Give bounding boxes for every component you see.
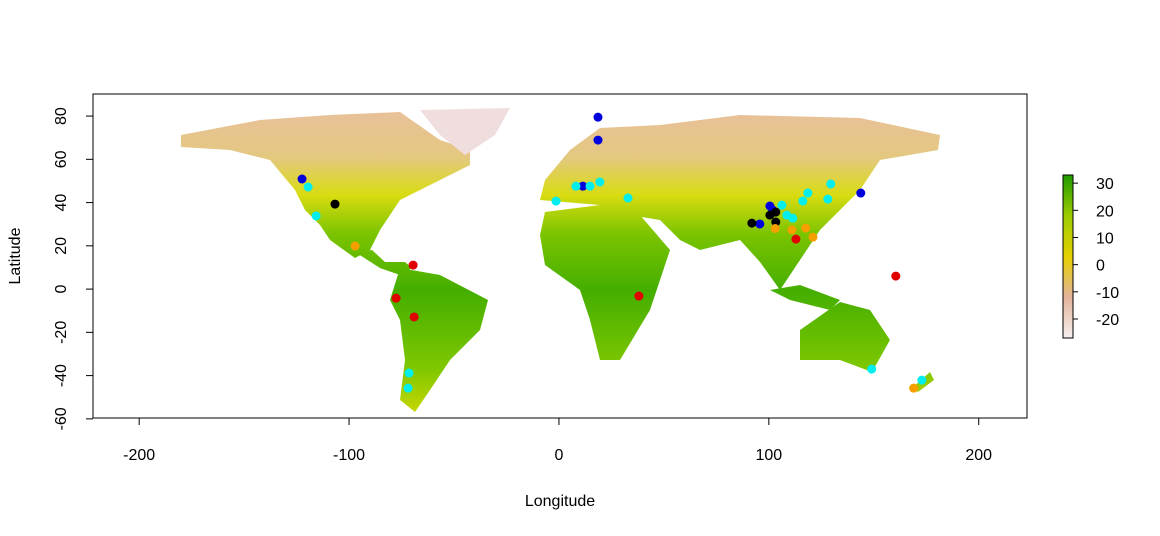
point bbox=[408, 260, 418, 270]
point bbox=[551, 196, 561, 206]
x-tick-label: 0 bbox=[554, 447, 563, 464]
point bbox=[791, 234, 801, 244]
x-tick-label: -100 bbox=[333, 447, 365, 464]
y-tick-label: -20 bbox=[53, 321, 70, 344]
point bbox=[826, 179, 836, 189]
point bbox=[891, 271, 901, 281]
x-tick-label: 200 bbox=[965, 447, 992, 464]
point bbox=[755, 219, 765, 229]
greenland bbox=[420, 108, 510, 155]
colorbar bbox=[1062, 174, 1074, 339]
point bbox=[803, 188, 813, 198]
colorbar-tick-label: 30 bbox=[1096, 176, 1114, 193]
point bbox=[571, 181, 581, 191]
point bbox=[823, 194, 833, 204]
point bbox=[788, 213, 798, 223]
y-tick-label: 60 bbox=[53, 150, 70, 168]
point bbox=[330, 199, 340, 209]
point bbox=[798, 196, 808, 206]
point bbox=[765, 210, 775, 220]
point bbox=[770, 224, 780, 234]
point bbox=[787, 225, 797, 235]
point bbox=[297, 174, 307, 184]
point bbox=[856, 188, 866, 198]
y-tick-label: 0 bbox=[53, 285, 70, 294]
y-tick-label: 40 bbox=[53, 194, 70, 212]
point bbox=[595, 177, 605, 187]
y-tick-label: 80 bbox=[53, 107, 70, 125]
point bbox=[409, 312, 419, 322]
point bbox=[623, 193, 633, 203]
point bbox=[350, 241, 360, 251]
point bbox=[867, 364, 877, 374]
colorbar-tick-label: -20 bbox=[1096, 312, 1119, 329]
point bbox=[403, 383, 413, 393]
point bbox=[391, 293, 401, 303]
point bbox=[747, 218, 757, 228]
colorbar-tick-label: 10 bbox=[1096, 230, 1114, 247]
y-tick-label: 20 bbox=[53, 237, 70, 255]
point bbox=[585, 181, 595, 191]
x-axis-label: Longitude bbox=[525, 493, 595, 510]
point bbox=[578, 181, 588, 191]
y-axis-label: Latitude bbox=[7, 227, 24, 284]
point bbox=[801, 223, 811, 233]
colorbar-tick-label: 20 bbox=[1096, 203, 1114, 220]
colorbar-tick-label: 0 bbox=[1096, 258, 1105, 275]
point bbox=[808, 232, 818, 242]
x-tick-label: 100 bbox=[755, 447, 782, 464]
point bbox=[303, 182, 313, 192]
land-map bbox=[181, 112, 940, 412]
point bbox=[634, 291, 644, 301]
y-tick-label: -40 bbox=[53, 364, 70, 387]
y-tick-label: -60 bbox=[53, 407, 70, 430]
point bbox=[593, 112, 603, 122]
x-tick-label: -200 bbox=[123, 447, 155, 464]
point bbox=[593, 135, 603, 145]
point bbox=[909, 383, 919, 393]
point bbox=[917, 375, 927, 385]
point bbox=[777, 200, 787, 210]
point bbox=[771, 217, 781, 227]
point bbox=[311, 211, 321, 221]
plot-frame bbox=[92, 93, 1028, 419]
point bbox=[404, 368, 414, 378]
colorbar-tick-label: -10 bbox=[1096, 285, 1119, 302]
